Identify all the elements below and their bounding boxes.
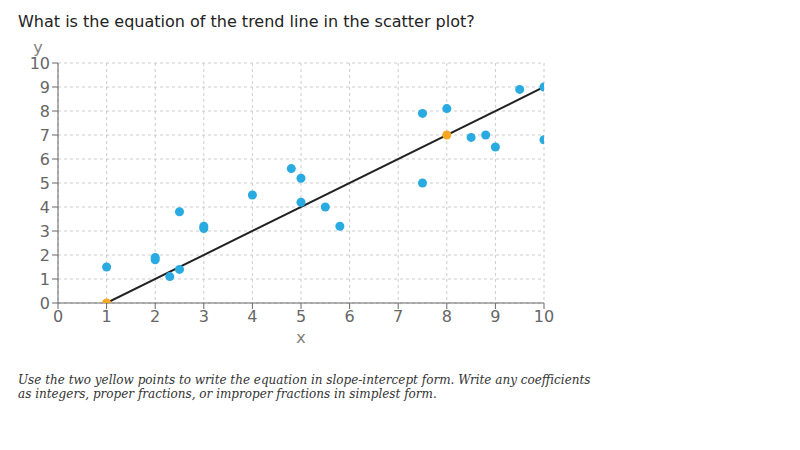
svg-text:7: 7 — [393, 307, 403, 326]
svg-text:8: 8 — [40, 102, 50, 121]
svg-text:2: 2 — [40, 246, 50, 265]
svg-text:0: 0 — [53, 307, 63, 326]
svg-text:3: 3 — [199, 307, 209, 326]
svg-text:2: 2 — [150, 307, 160, 326]
svg-text:5: 5 — [296, 307, 306, 326]
svg-text:7: 7 — [40, 126, 50, 145]
svg-text:4: 4 — [40, 198, 50, 217]
svg-text:4: 4 — [247, 307, 257, 326]
svg-text:x: x — [296, 328, 305, 347]
svg-text:6: 6 — [345, 307, 355, 326]
svg-text:1: 1 — [40, 270, 50, 289]
svg-text:0: 0 — [40, 294, 50, 313]
svg-text:3: 3 — [40, 222, 50, 241]
svg-text:1: 1 — [102, 307, 112, 326]
svg-text:9: 9 — [40, 78, 50, 97]
svg-text:6: 6 — [40, 150, 50, 169]
svg-text:10: 10 — [534, 307, 554, 326]
svg-text:9: 9 — [490, 307, 500, 326]
html-text:as integers, proper fractions,: as integers, proper fractions, or improp… — [18, 387, 437, 401]
svg-text:8: 8 — [442, 307, 452, 326]
svg-text:10: 10 — [29, 53, 50, 73]
html-text:What is the equation of the tr: What is the equation of the trend line i… — [18, 12, 475, 31]
svg-text:y: y — [33, 38, 42, 57]
html-text:Use the two yellow points to w: Use the two yellow points to write the e… — [18, 373, 591, 387]
svg-text:5: 5 — [40, 174, 50, 193]
